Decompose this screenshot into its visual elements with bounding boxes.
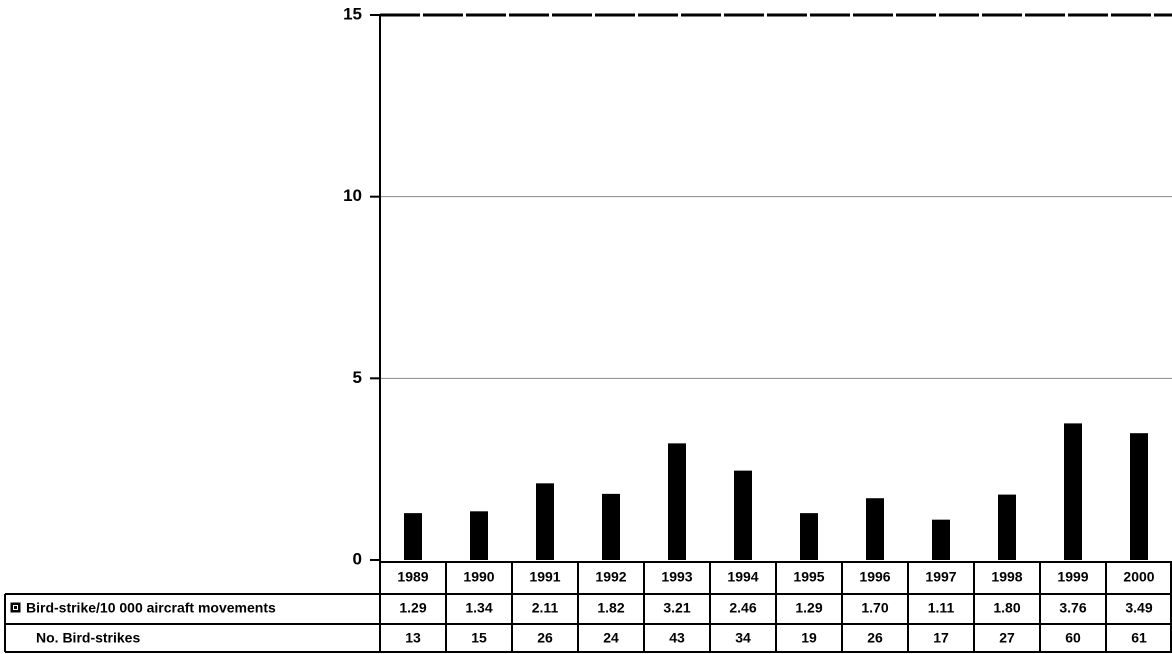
count-label: 34 — [735, 630, 751, 646]
bar — [932, 519, 950, 560]
bar — [1130, 433, 1148, 560]
count-label: 26 — [537, 630, 553, 646]
x-tick-label: 1996 — [859, 569, 890, 585]
count-label: 15 — [471, 630, 487, 646]
legend-label: Bird-strike/10 000 aircraft movements — [26, 600, 276, 616]
y-tick-label: 10 — [343, 186, 362, 205]
count-label: 61 — [1131, 630, 1147, 646]
x-tick-label: 1992 — [595, 569, 626, 585]
bar — [404, 513, 422, 560]
x-tick-label: 1997 — [925, 569, 956, 585]
count-label: 17 — [933, 630, 949, 646]
value-label: 3.21 — [663, 600, 690, 616]
count-label: 13 — [405, 630, 421, 646]
value-label: 3.49 — [1125, 600, 1152, 616]
y-tick-label: 0 — [353, 549, 362, 568]
row-label: No. Bird-strikes — [36, 630, 140, 646]
count-label: 26 — [867, 630, 883, 646]
y-tick-label: 15 — [343, 4, 362, 23]
x-tick-label: 1998 — [991, 569, 1022, 585]
count-label: 43 — [669, 630, 685, 646]
value-label: 1.82 — [597, 600, 624, 616]
x-tick-label: 1995 — [793, 569, 824, 585]
bar — [602, 493, 620, 560]
count-label: 60 — [1065, 630, 1081, 646]
bar — [800, 513, 818, 560]
x-tick-label: 1999 — [1057, 569, 1088, 585]
bar — [866, 498, 884, 560]
value-label: 2.11 — [532, 600, 559, 616]
count-label: 27 — [999, 630, 1015, 646]
value-label: 1.11 — [928, 600, 955, 616]
x-tick-label: 1991 — [529, 569, 560, 585]
x-tick-label: 1994 — [727, 569, 758, 585]
legend-marker-core — [14, 606, 17, 609]
count-label: 24 — [603, 630, 619, 646]
x-tick-label: 1989 — [397, 569, 428, 585]
value-label: 2.46 — [729, 600, 756, 616]
bar — [1064, 423, 1082, 560]
count-label: 19 — [801, 630, 817, 646]
value-label: 1.34 — [465, 600, 492, 616]
value-label: 1.80 — [993, 600, 1020, 616]
x-tick-label: 1993 — [661, 569, 692, 585]
bar — [734, 470, 752, 560]
bar — [998, 494, 1016, 560]
value-label: 1.70 — [861, 600, 888, 616]
bar — [536, 483, 554, 560]
x-tick-label: 2000 — [1123, 569, 1154, 585]
y-tick-label: 5 — [353, 368, 362, 387]
x-tick-label: 1990 — [463, 569, 494, 585]
value-label: 3.76 — [1059, 600, 1086, 616]
bar — [668, 443, 686, 560]
value-label: 1.29 — [399, 600, 426, 616]
bar — [470, 511, 488, 560]
value-label: 1.29 — [795, 600, 822, 616]
